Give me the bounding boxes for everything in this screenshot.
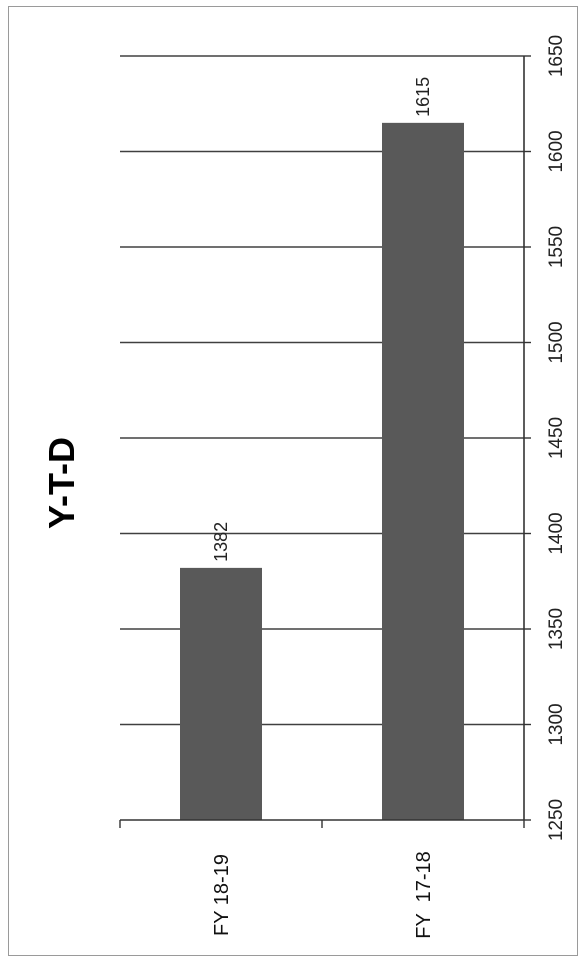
category-label: FY 18-19 bbox=[211, 854, 233, 936]
value-tick-label: 1650 bbox=[546, 35, 567, 77]
value-tick-label: 1350 bbox=[546, 608, 567, 650]
value-tick-label: 1600 bbox=[546, 130, 567, 172]
bars bbox=[180, 122, 464, 821]
value-tick-label: 1300 bbox=[546, 703, 567, 745]
value-tick-label: 1550 bbox=[546, 226, 567, 268]
chart-title: Y-T-D bbox=[41, 437, 82, 529]
data-label: 1615 bbox=[413, 77, 433, 117]
value-tick-label: 1450 bbox=[546, 417, 567, 459]
chart-frame bbox=[8, 6, 578, 956]
data-label: 1382 bbox=[211, 522, 231, 562]
value-tick-label: 1250 bbox=[546, 799, 567, 841]
axes bbox=[119, 55, 531, 828]
value-tick-label: 1400 bbox=[546, 512, 567, 554]
value-tick-label: 1500 bbox=[546, 321, 567, 363]
category-label: FY 17-18 bbox=[413, 851, 435, 938]
bar bbox=[180, 567, 262, 820]
bar bbox=[382, 122, 464, 821]
labels: 1250 1300 1350 1400 1450 1500 1550 1600 1650 1382… bbox=[211, 35, 567, 939]
